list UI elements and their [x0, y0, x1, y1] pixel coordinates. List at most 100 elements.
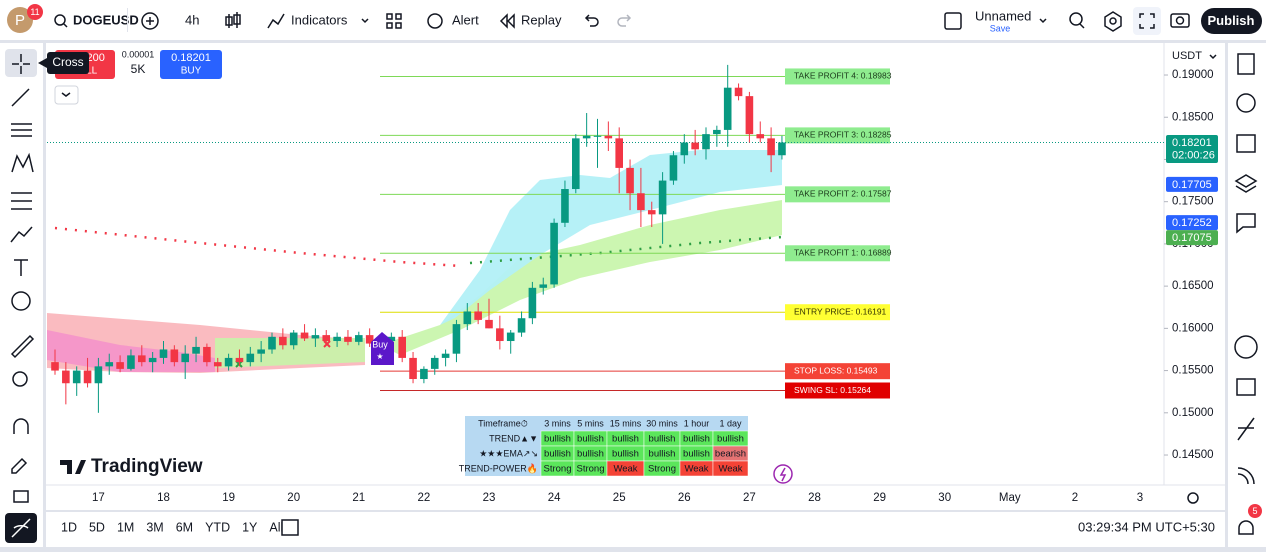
table-cell-text: bearish: [715, 449, 746, 460]
stay-drawing[interactable]: [11, 457, 28, 474]
icon-tool[interactable]: [11, 291, 31, 311]
buy-button[interactable]: [160, 50, 222, 79]
range-button[interactable]: All: [269, 520, 283, 534]
chevron[interactable]: [361, 18, 369, 24]
table-header-cell: [541, 416, 574, 431]
range-button[interactable]: 1M: [117, 520, 134, 534]
range-button[interactable]: 5D: [89, 520, 105, 534]
currency-chevron[interactable]: [1209, 54, 1217, 60]
range-button[interactable]: 1D: [61, 520, 77, 534]
fib-tool[interactable]: [11, 123, 32, 137]
range-button[interactable]: 6M: [176, 520, 193, 534]
fullscreen[interactable]: [1139, 13, 1155, 29]
table-cell-text: Weak: [684, 464, 708, 475]
alert-icon: [427, 13, 443, 29]
indicators-icon: [267, 13, 285, 29]
x-tick-label: 19: [222, 492, 235, 504]
hide-tool[interactable]: [11, 518, 31, 538]
add-symbol[interactable]: [141, 12, 159, 30]
text-tool[interactable]: [14, 259, 28, 276]
alerts[interactable]: [1236, 93, 1256, 113]
level-label: ENTRY PRICE: 0.16191: [794, 306, 887, 316]
candle-body: [192, 346, 200, 354]
candle-body: [702, 134, 710, 150]
y-tick-label: 0.14500: [1172, 449, 1214, 461]
candle-body: [420, 368, 428, 380]
candle-body: [517, 318, 526, 333]
lightning: [779, 467, 787, 482]
currency[interactable]: USDT: [1172, 50, 1202, 62]
layers[interactable]: [1234, 174, 1258, 193]
candle-body: [127, 355, 135, 369]
settings[interactable]: [1104, 11, 1122, 32]
x-tick-label: May: [999, 492, 1021, 504]
table-cell-text: bullish: [544, 434, 571, 445]
trend-line-tool[interactable]: [11, 88, 30, 107]
level-label: SWING SL: 0.15264: [794, 385, 871, 395]
range-button[interactable]: 1Y: [242, 520, 258, 534]
alert-button[interactable]: Alert: [452, 12, 479, 27]
table-header-cell: [680, 416, 713, 431]
lightning-icon[interactable]: [773, 464, 793, 484]
publish-bg[interactable]: [1201, 8, 1262, 34]
table-cell-text: bullish: [683, 434, 710, 445]
range-button[interactable]: YTD: [205, 520, 230, 534]
layout-name[interactable]: Unnamed: [975, 8, 1031, 23]
level-label: TAKE PROFIT 4: 0.18983: [794, 71, 892, 81]
publish-button[interactable]: Publish: [1208, 13, 1255, 28]
quick-search[interactable]: [1069, 12, 1083, 26]
range-button[interactable]: 3M: [146, 520, 163, 534]
replay-icon: [499, 13, 515, 29]
prediction-tool[interactable]: [11, 192, 32, 210]
candle-body: [322, 335, 331, 342]
calendar[interactable]: [1236, 378, 1256, 396]
candle-body: [723, 87, 732, 130]
pattern-tool[interactable]: [11, 152, 34, 173]
separator: [127, 8, 128, 32]
magnet-tool[interactable]: [13, 418, 29, 434]
redo[interactable]: [617, 14, 632, 27]
x-tick-label: 18: [157, 492, 170, 504]
y-tick-label: 0.19000: [1172, 69, 1214, 81]
target[interactable]: [1234, 335, 1258, 359]
notifications[interactable]: [1238, 520, 1254, 535]
tech[interactable]: [1237, 417, 1255, 441]
candle-body: [528, 287, 537, 319]
cross-tool[interactable]: [12, 54, 30, 74]
broadcast[interactable]: [1237, 467, 1255, 485]
chevron[interactable]: [1039, 18, 1047, 24]
lock-tool[interactable]: [13, 490, 29, 503]
watchlist[interactable]: [1237, 53, 1255, 75]
indicators-button[interactable]: Indicators: [291, 12, 348, 27]
table-header-cell: [607, 416, 644, 431]
buy-label: BUY: [181, 66, 202, 77]
brush-tool[interactable]: [10, 226, 33, 243]
symbol[interactable]: DOGEUSD: [73, 12, 139, 27]
interval[interactable]: 4h: [185, 12, 199, 27]
zoom-tool[interactable]: [12, 371, 28, 387]
snapshot[interactable]: [1170, 13, 1190, 28]
chat[interactable]: [1236, 213, 1256, 234]
candle-body: [355, 335, 363, 342]
undo[interactable]: [584, 14, 599, 27]
axis-settings[interactable]: [1187, 492, 1199, 504]
chart-type-icon[interactable]: [225, 12, 241, 28]
goto-date[interactable]: [281, 519, 299, 536]
quantity[interactable]: 5K: [131, 62, 146, 76]
replay-button[interactable]: Replay: [521, 12, 562, 27]
table-cell: [712, 460, 749, 477]
table-row-label-cell: [465, 461, 541, 476]
templates-icon[interactable]: [386, 13, 402, 29]
measure-tool[interactable]: [10, 334, 35, 359]
table-row-label: ★★★EMA↗↘: [479, 448, 538, 458]
table-cell-text: bullish: [683, 449, 710, 460]
avatar[interactable]: [7, 7, 33, 33]
layout-icon[interactable]: [944, 12, 962, 30]
search-icon[interactable]: [54, 14, 66, 26]
tooltip: [47, 52, 89, 74]
table-cell-text: bullish: [577, 449, 604, 460]
object-tree[interactable]: [1236, 134, 1256, 153]
save-label[interactable]: Save: [990, 23, 1011, 33]
table-header: 5 mins: [577, 418, 604, 428]
